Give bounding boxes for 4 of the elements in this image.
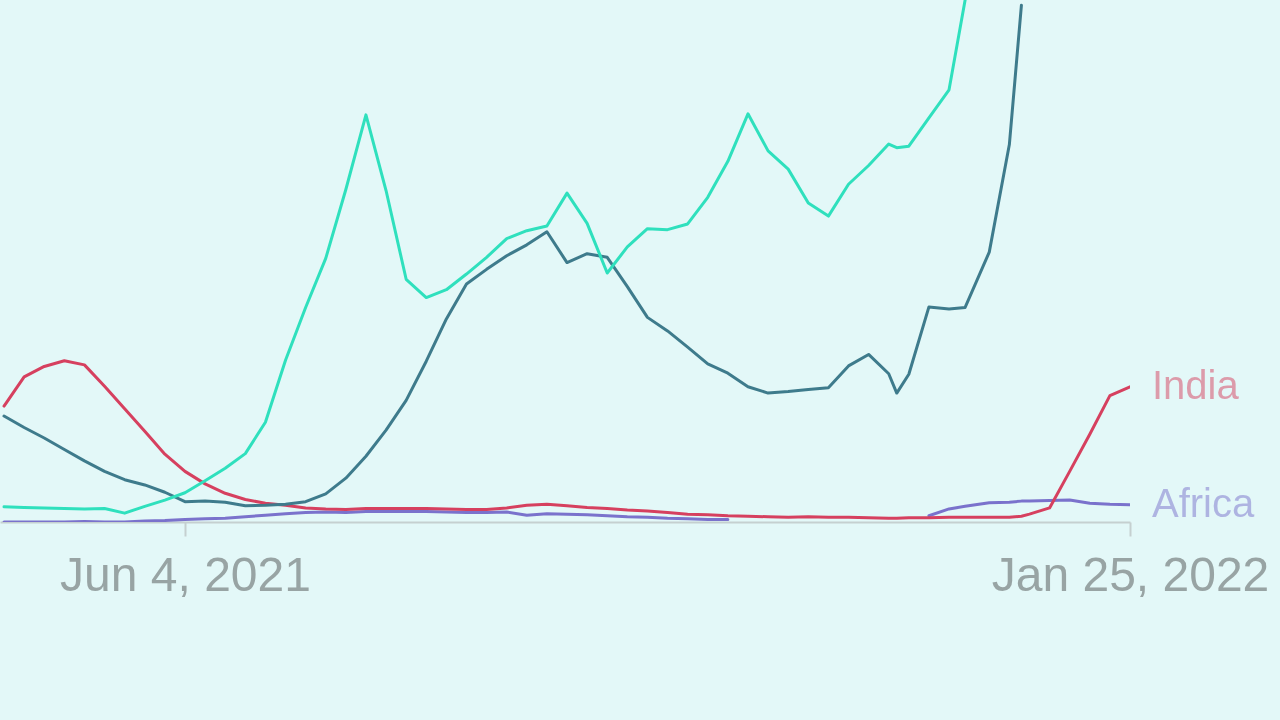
x-tick-label: Jun 4, 2021 <box>60 547 311 601</box>
x-tick-label: Jan 25, 2022 <box>991 547 1270 601</box>
series-label: Africa <box>1152 480 1255 525</box>
series-label: India <box>1152 362 1240 407</box>
